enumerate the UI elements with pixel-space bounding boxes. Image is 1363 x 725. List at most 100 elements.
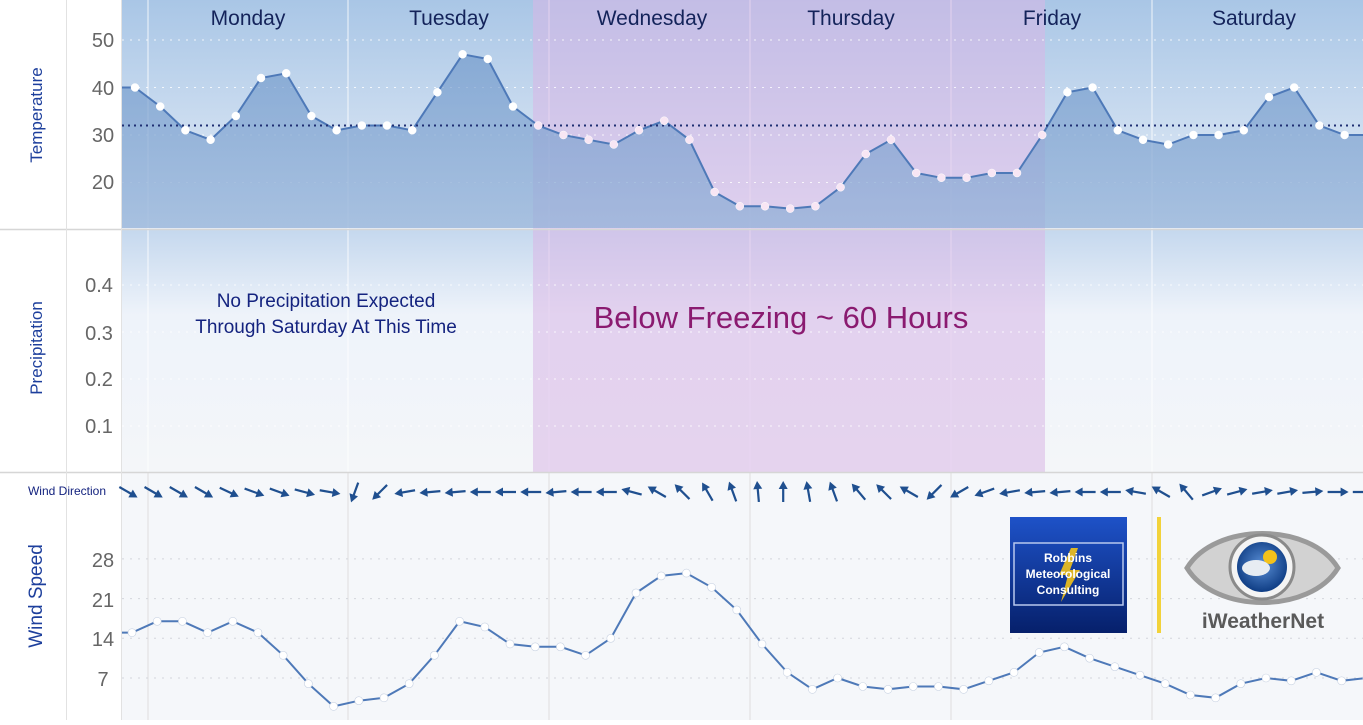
- wind-speed-point: [834, 674, 842, 682]
- wind-speed-point: [456, 617, 464, 625]
- wind-speed-point: [733, 606, 741, 614]
- day-label-saturday: Saturday: [1212, 7, 1297, 30]
- wind-speed-point: [153, 617, 161, 625]
- wind-speed-point: [708, 583, 716, 591]
- wind-speed-point: [758, 640, 766, 648]
- day-label-monday: Monday: [211, 7, 286, 30]
- temperature-point: [358, 122, 366, 130]
- wind-speed-point: [1262, 674, 1270, 682]
- temperature-point: [862, 150, 870, 158]
- wind-speed-point: [859, 683, 867, 691]
- sun-icon: [1263, 550, 1277, 564]
- below-freezing-annotation: Below Freezing ~ 60 Hours: [594, 300, 969, 335]
- day-label-tuesday: Tuesday: [409, 7, 489, 30]
- temperature-point: [408, 126, 416, 134]
- temperature-point: [761, 202, 769, 210]
- temperature-point: [1215, 131, 1223, 139]
- wind-speed-point: [506, 640, 514, 648]
- wind-speed-point: [1287, 677, 1295, 685]
- temperature-point: [131, 84, 139, 92]
- temperature-point: [307, 112, 315, 120]
- wind-speed-point: [1111, 663, 1119, 671]
- wind-speed-point: [1086, 654, 1094, 662]
- wind-speed-point: [632, 589, 640, 597]
- wind-speed-point: [934, 683, 942, 691]
- wind-tick: 21: [92, 590, 114, 612]
- wind-speed-point: [682, 569, 690, 577]
- wind-speed-point: [657, 572, 665, 580]
- wind-speed-point: [1035, 648, 1043, 656]
- logo-divider: [1157, 517, 1161, 633]
- temperature-point: [988, 169, 996, 177]
- wind-speed-point: [178, 617, 186, 625]
- temperature-point: [1290, 84, 1298, 92]
- wind-speed-point: [1060, 643, 1068, 651]
- cloud-icon: [1242, 560, 1270, 576]
- temperature-point: [1013, 169, 1021, 177]
- precip-tick: 0.4: [85, 275, 113, 297]
- no-precip-line1: No Precipitation Expected: [217, 291, 436, 312]
- iweathernet-logo-text: iWeatherNet: [1202, 610, 1324, 633]
- temperature-point: [887, 136, 895, 144]
- temperature-point: [383, 122, 391, 130]
- wind-speed-point: [481, 623, 489, 631]
- wind-speed-point: [1010, 668, 1018, 676]
- temperature-point: [484, 55, 492, 63]
- wind-speed-point: [229, 617, 237, 625]
- no-precip-line2: Through Saturday At This Time: [195, 317, 457, 338]
- robbins-logo-line1: Robbins: [1044, 551, 1092, 565]
- temperature-axis-title: Temperature: [27, 67, 46, 162]
- temperature-point: [257, 74, 265, 82]
- wind-speed-point: [330, 702, 338, 710]
- temperature-point: [660, 117, 668, 125]
- wind-speed-point: [1136, 671, 1144, 679]
- temperature-point: [433, 88, 441, 96]
- temperature-point: [509, 103, 517, 111]
- temperature-point: [837, 183, 845, 191]
- temperature-point: [585, 136, 593, 144]
- temperature-point: [1114, 126, 1122, 134]
- wind-speed-point: [254, 629, 262, 637]
- temperature-point: [1265, 93, 1273, 101]
- precip-tick: 0.2: [85, 369, 113, 391]
- precip-tick: 0.1: [85, 416, 113, 438]
- temp-tick: 40: [92, 78, 114, 100]
- temperature-point: [1315, 122, 1323, 130]
- precipitation-axis-title: Precipitation: [27, 301, 46, 395]
- temperature-point: [811, 202, 819, 210]
- temperature-point: [1240, 126, 1248, 134]
- wind-speed-point: [1312, 668, 1320, 676]
- wind-speed-point: [607, 634, 615, 642]
- wind-speed-point: [430, 651, 438, 659]
- temperature-point: [559, 131, 567, 139]
- wind-speed-point: [985, 677, 993, 685]
- precip-tick: 0.3: [85, 323, 113, 345]
- temp-tick: 20: [92, 172, 114, 194]
- temperature-point: [963, 174, 971, 182]
- day-label-friday: Friday: [1023, 7, 1082, 30]
- temperature-point: [181, 126, 189, 134]
- wind-speed-point: [531, 643, 539, 651]
- temperature-point: [736, 202, 744, 210]
- temperature-point: [786, 205, 794, 213]
- temperature-point: [1063, 88, 1071, 96]
- temperature-point: [711, 188, 719, 196]
- temperature-point: [937, 174, 945, 182]
- wind-speed-point: [405, 680, 413, 688]
- robbins-logo-line3: Consulting: [1037, 583, 1100, 597]
- wind-speed-point: [783, 668, 791, 676]
- temp-tick: 30: [92, 125, 114, 147]
- wind-speed-point: [909, 683, 917, 691]
- temperature-point: [1038, 131, 1046, 139]
- wind-direction-label: Wind Direction: [28, 484, 106, 498]
- temperature-point: [207, 136, 215, 144]
- wind-speed-point: [1212, 694, 1220, 702]
- wind-speed-point: [556, 643, 564, 651]
- wind-speed-point: [1161, 680, 1169, 688]
- temperature-point: [1189, 131, 1197, 139]
- temperature-point: [685, 136, 693, 144]
- temperature-point: [1139, 136, 1147, 144]
- temperature-point: [635, 126, 643, 134]
